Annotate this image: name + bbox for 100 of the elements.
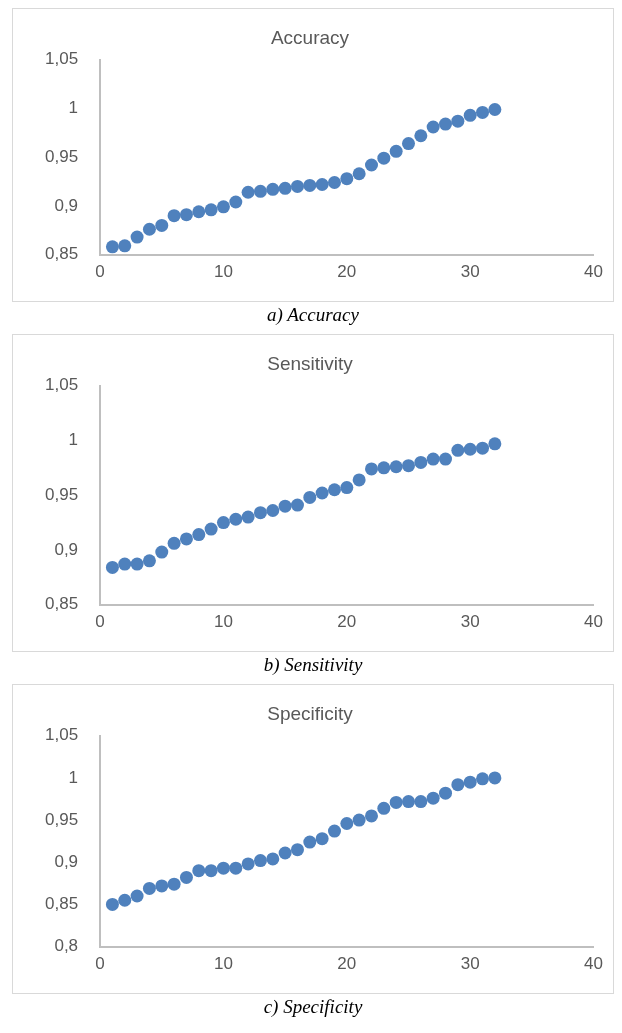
point (155, 879, 169, 893)
chart-title: Specificity (267, 702, 354, 724)
point (439, 786, 453, 800)
point (290, 179, 304, 193)
point (414, 795, 428, 809)
point (216, 516, 230, 530)
point (377, 461, 391, 475)
point (426, 791, 440, 805)
point (118, 893, 132, 907)
point (327, 176, 341, 190)
point (463, 775, 477, 789)
point (327, 824, 341, 838)
point (414, 129, 428, 143)
point (340, 816, 354, 830)
y-tick-label: 0,85 (44, 594, 79, 614)
point (290, 498, 304, 512)
y-tick-label: 0,9 (54, 851, 79, 871)
point (155, 218, 169, 232)
point (241, 185, 255, 199)
x-tick-label: 20 (337, 612, 357, 632)
point (476, 772, 490, 786)
point (426, 452, 440, 466)
point (488, 102, 502, 116)
point (167, 209, 181, 223)
y-tick-label: 0,9 (54, 195, 79, 215)
point (204, 522, 218, 536)
x-tick-label: 10 (213, 954, 233, 974)
point (204, 864, 218, 878)
point (476, 441, 490, 455)
point (389, 144, 403, 158)
point (340, 172, 354, 186)
point (463, 442, 477, 456)
point (389, 795, 403, 809)
point (278, 181, 292, 195)
point (377, 151, 391, 165)
point (204, 203, 218, 217)
x-tick-label: 30 (460, 612, 480, 632)
y-tick-label: 1,05 (44, 49, 79, 69)
point (167, 536, 181, 550)
point (130, 557, 144, 571)
point (179, 208, 193, 222)
point (192, 528, 206, 542)
x-tick-label: 40 (584, 612, 604, 632)
point (303, 178, 317, 192)
point (229, 195, 243, 209)
point (105, 897, 119, 911)
y-tick-label: 0,95 (44, 809, 79, 829)
y-tick-label: 0,8 (54, 936, 79, 956)
y-tick-label: 1 (68, 430, 79, 450)
y-tick-label: 0,9 (54, 539, 79, 559)
point (352, 813, 366, 827)
y-tick-label: 0,85 (44, 894, 79, 914)
point (488, 437, 502, 451)
point (315, 832, 329, 846)
text: b) Sensitivity (262, 653, 364, 677)
x-tick-label: 0 (95, 262, 105, 282)
point (192, 205, 206, 219)
y-tick-label: 1 (68, 98, 79, 118)
point (192, 864, 206, 878)
point (303, 490, 317, 504)
point (426, 120, 440, 134)
point (451, 114, 465, 128)
point (463, 108, 477, 122)
x-tick-label: 30 (460, 262, 480, 282)
point (303, 835, 317, 849)
point (439, 117, 453, 131)
x-tick-label: 10 (213, 612, 233, 632)
x-tick-label: 20 (337, 262, 357, 282)
point (364, 462, 378, 476)
point (352, 473, 366, 487)
point (118, 239, 132, 253)
point (253, 184, 267, 198)
point (105, 560, 119, 574)
point (142, 222, 156, 236)
point (290, 843, 304, 857)
point (216, 861, 230, 875)
point (476, 105, 490, 119)
x-tick-label: 20 (337, 954, 357, 974)
point (229, 861, 243, 875)
x-tick-label: 10 (213, 262, 233, 282)
point (414, 455, 428, 469)
point (266, 182, 280, 196)
y-tick-label: 1,05 (44, 375, 79, 395)
point (451, 778, 465, 792)
point (142, 881, 156, 895)
chart-title: Sensitivity (267, 352, 354, 374)
point (179, 532, 193, 546)
x-tick-label: 30 (460, 954, 480, 974)
point (402, 459, 415, 473)
point (278, 846, 292, 860)
point (216, 200, 230, 214)
point (340, 481, 354, 495)
point (142, 554, 156, 568)
x-tick-label: 0 (95, 612, 105, 632)
point (389, 460, 403, 474)
point (364, 158, 378, 172)
point (364, 809, 378, 823)
point (266, 504, 280, 518)
y-tick-label: 1 (68, 767, 79, 787)
text: c) Specificity (262, 995, 364, 1019)
